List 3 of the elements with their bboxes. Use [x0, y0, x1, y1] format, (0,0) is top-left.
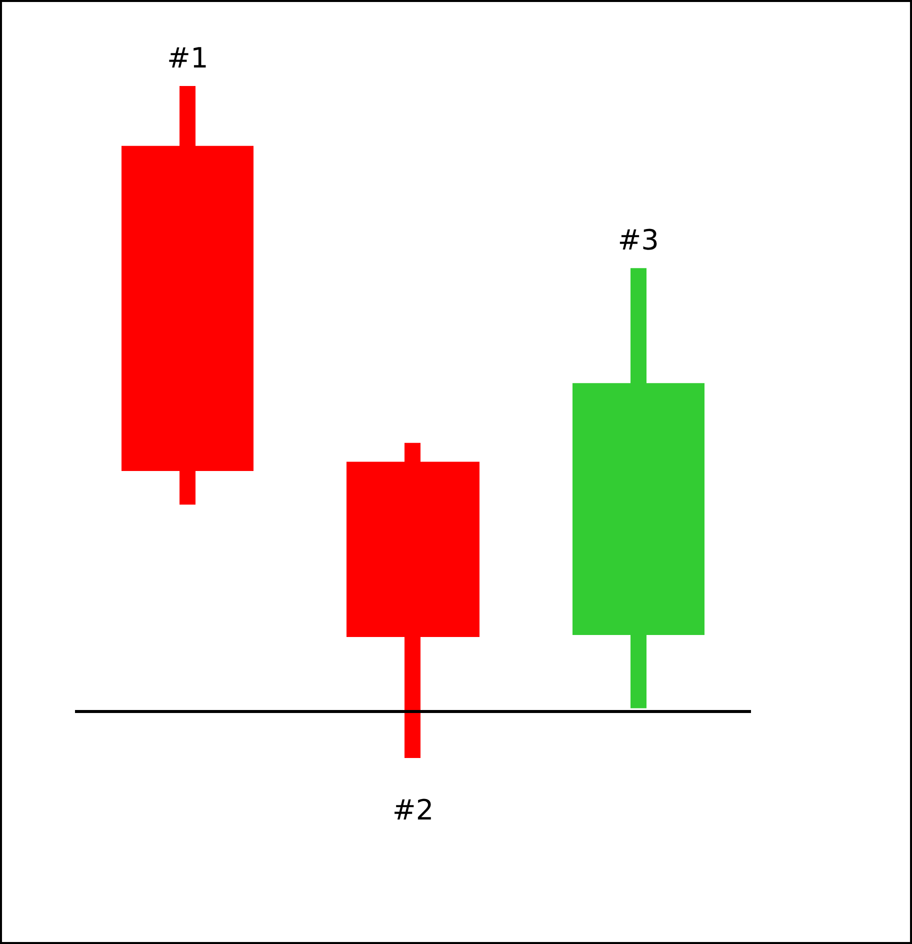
- annotation: #3: [618, 224, 659, 257]
- text: #2: [392, 794, 434, 826]
- text: #1: [167, 42, 208, 74]
